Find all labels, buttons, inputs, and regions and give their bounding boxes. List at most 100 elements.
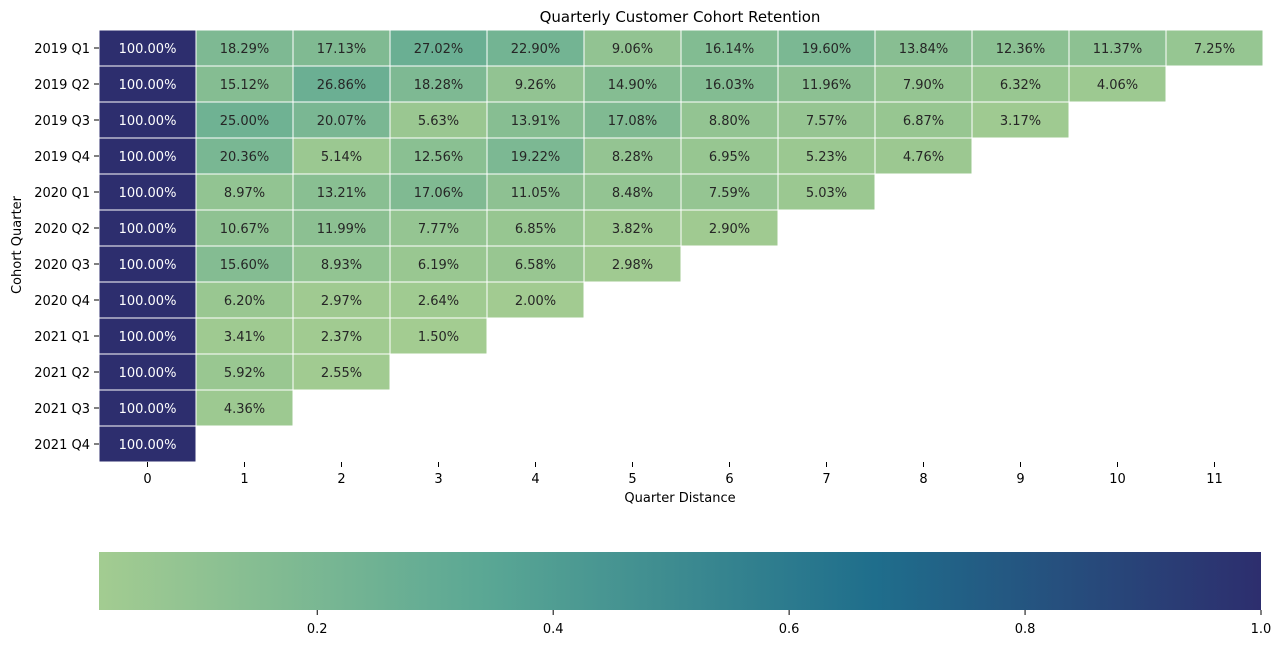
cell-value-label: 1.50% bbox=[418, 330, 459, 345]
colorbar-tick-label: 1.0 bbox=[1251, 622, 1272, 637]
cell-value-label: 7.57% bbox=[806, 114, 847, 129]
cell-value-label: 3.41% bbox=[224, 330, 265, 345]
colorbar-tick-label: 0.6 bbox=[779, 622, 800, 637]
heatmap-cell bbox=[486, 281, 585, 319]
cell-value-label: 100.00% bbox=[119, 366, 177, 381]
y-axis-label: Cohort Quarter bbox=[10, 195, 25, 294]
cell-value-label: 5.63% bbox=[418, 114, 459, 129]
heatmap-cell bbox=[1165, 29, 1264, 67]
cell-value-label: 3.82% bbox=[612, 222, 653, 237]
x-tick-label: 8 bbox=[919, 472, 927, 487]
heatmap-cell bbox=[583, 173, 682, 211]
heatmap-cell bbox=[98, 389, 197, 427]
cell-value-label: 6.87% bbox=[903, 114, 944, 129]
heatmap-cell bbox=[292, 209, 391, 247]
heatmap-cell bbox=[292, 29, 391, 67]
cell-value-label: 8.93% bbox=[321, 258, 362, 273]
x-tick-label: 6 bbox=[725, 472, 733, 487]
cell-value-label: 9.26% bbox=[515, 78, 556, 93]
cell-value-label: 20.07% bbox=[317, 114, 367, 129]
cell-value-label: 2.37% bbox=[321, 330, 362, 345]
cell-value-label: 7.59% bbox=[709, 186, 750, 201]
heatmap-cell bbox=[680, 137, 779, 175]
heatmap-cell bbox=[292, 353, 391, 391]
heatmap-cell bbox=[98, 353, 197, 391]
x-tick-label: 11 bbox=[1206, 472, 1223, 487]
cell-value-label: 5.14% bbox=[321, 150, 362, 165]
cell-value-label: 19.60% bbox=[802, 42, 852, 57]
cell-value-label: 2.90% bbox=[709, 222, 750, 237]
heatmap-cell bbox=[195, 29, 294, 67]
heatmap-cell bbox=[680, 173, 779, 211]
heatmap-cell bbox=[583, 245, 682, 283]
y-tick-label: 2019 Q4 bbox=[34, 150, 90, 165]
heatmap-cell bbox=[389, 137, 488, 175]
cell-value-label: 13.91% bbox=[511, 114, 561, 129]
cell-value-label: 19.22% bbox=[511, 150, 561, 165]
heatmap-cell bbox=[583, 65, 682, 103]
heatmap-cell bbox=[486, 65, 585, 103]
y-tick-label: 2019 Q3 bbox=[34, 114, 90, 129]
cell-value-label: 3.17% bbox=[1000, 114, 1041, 129]
y-tick-label: 2020 Q4 bbox=[34, 294, 90, 309]
cell-value-label: 6.58% bbox=[515, 258, 556, 273]
heatmap-cell bbox=[389, 173, 488, 211]
cell-value-label: 100.00% bbox=[119, 186, 177, 201]
heatmap-cell bbox=[98, 29, 197, 67]
cell-value-label: 100.00% bbox=[119, 150, 177, 165]
cell-value-label: 5.23% bbox=[806, 150, 847, 165]
cell-value-label: 25.00% bbox=[220, 114, 270, 129]
heatmap-cell bbox=[292, 281, 391, 319]
cell-value-label: 2.97% bbox=[321, 294, 362, 309]
heatmap-cell bbox=[292, 137, 391, 175]
heatmap-cell bbox=[98, 281, 197, 319]
heatmap-cell bbox=[583, 137, 682, 175]
heatmap-cell bbox=[971, 101, 1070, 139]
heatmap-cell bbox=[195, 65, 294, 103]
heatmap-cell bbox=[98, 425, 197, 463]
y-tick-label: 2020 Q1 bbox=[34, 186, 90, 201]
cell-value-label: 4.76% bbox=[903, 150, 944, 165]
heatmap-cell bbox=[292, 173, 391, 211]
cell-value-label: 12.36% bbox=[996, 42, 1046, 57]
cell-value-label: 100.00% bbox=[119, 402, 177, 417]
cell-value-label: 100.00% bbox=[119, 114, 177, 129]
heatmap-cells: 100.00% 18.29% 17.13% 27.02% 22.90% 9.06% 16.1… bbox=[98, 29, 1264, 463]
cell-value-label: 17.13% bbox=[317, 42, 367, 57]
y-tick-label: 2021 Q4 bbox=[34, 438, 90, 453]
x-tick-label: 10 bbox=[1109, 472, 1126, 487]
cell-value-label: 16.14% bbox=[705, 42, 755, 57]
cell-value-label: 13.84% bbox=[899, 42, 949, 57]
x-tick-label: 7 bbox=[822, 472, 830, 487]
cell-value-label: 11.05% bbox=[511, 186, 561, 201]
x-tick-label: 2 bbox=[337, 472, 345, 487]
cell-value-label: 14.90% bbox=[608, 78, 658, 93]
heatmap-cell bbox=[98, 209, 197, 247]
y-tick-label: 2021 Q3 bbox=[34, 402, 90, 417]
heatmap-cell bbox=[680, 209, 779, 247]
y-tick-label: 2020 Q2 bbox=[34, 222, 90, 237]
heatmap-cell bbox=[680, 65, 779, 103]
y-tick-label: 2019 Q1 bbox=[34, 42, 90, 57]
heatmap-cell bbox=[195, 101, 294, 139]
y-tick-label: 2019 Q2 bbox=[34, 78, 90, 93]
cell-value-label: 15.12% bbox=[220, 78, 270, 93]
heatmap-cell bbox=[874, 137, 973, 175]
cell-value-label: 5.92% bbox=[224, 366, 265, 381]
cell-value-label: 100.00% bbox=[119, 222, 177, 237]
heatmap-cell bbox=[874, 65, 973, 103]
heatmap-cell bbox=[389, 245, 488, 283]
y-tick-label: 2020 Q3 bbox=[34, 258, 90, 273]
cell-value-label: 6.19% bbox=[418, 258, 459, 273]
cell-value-label: 8.28% bbox=[612, 150, 653, 165]
cell-value-label: 18.28% bbox=[414, 78, 464, 93]
heatmap-cell bbox=[777, 101, 876, 139]
heatmap-cell bbox=[971, 65, 1070, 103]
cell-value-label: 27.02% bbox=[414, 42, 464, 57]
colorbar-tick-label: 0.8 bbox=[1015, 622, 1036, 637]
cell-value-label: 7.90% bbox=[903, 78, 944, 93]
cell-value-label: 100.00% bbox=[119, 330, 177, 345]
cell-value-label: 11.37% bbox=[1093, 42, 1143, 57]
heatmap-cell bbox=[389, 65, 488, 103]
